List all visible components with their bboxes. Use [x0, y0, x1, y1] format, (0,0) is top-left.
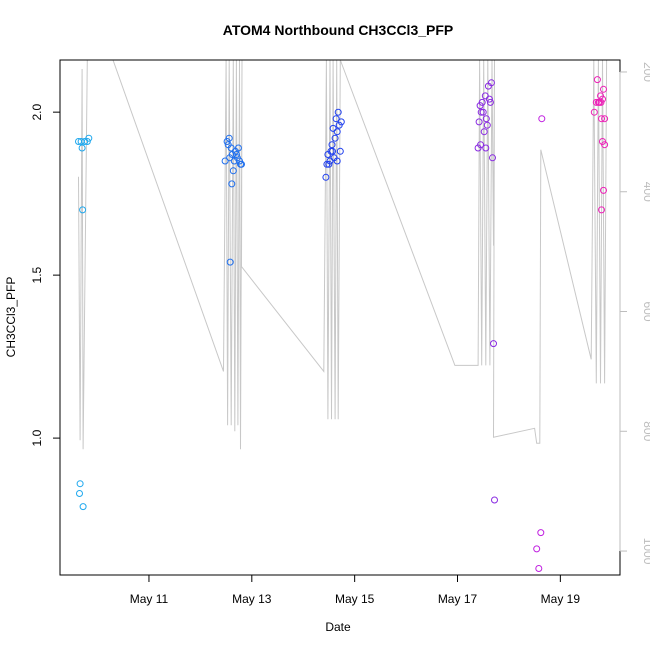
data-point — [85, 134, 93, 142]
y-axis: 1.0 1.5 2.0 — [30, 103, 60, 446]
chart-title: ATOM4 Northbound CH3CCl3_PFP — [223, 22, 454, 38]
data-point — [600, 85, 607, 93]
data-point — [482, 115, 490, 123]
data-point — [477, 108, 485, 116]
data-point — [79, 503, 87, 511]
data-point — [333, 157, 341, 165]
data-point — [593, 76, 601, 84]
data-point — [336, 147, 344, 155]
data-point — [477, 141, 485, 149]
x-tick-label: May 11 — [130, 592, 169, 606]
data-point — [234, 144, 242, 152]
y-tick-label: 2.0 — [30, 103, 44, 120]
data-point — [537, 529, 545, 537]
data-point — [331, 134, 339, 142]
data-point — [538, 115, 546, 123]
data-point — [79, 206, 87, 214]
data-point — [229, 167, 237, 175]
data-point — [535, 565, 543, 572]
data-point — [322, 173, 330, 181]
data-point — [482, 144, 490, 152]
data-point — [475, 118, 483, 126]
data-point — [329, 147, 336, 155]
right-pressure-axis: 200 400 600 800 1000 — [619, 62, 650, 565]
data-point — [490, 340, 497, 348]
y-tick-label: 1.5 — [30, 266, 44, 283]
data-point — [601, 115, 609, 123]
data-point — [238, 160, 245, 168]
data-point — [325, 160, 333, 168]
data-point — [485, 95, 493, 103]
data-point — [590, 108, 598, 116]
data-point — [600, 186, 607, 194]
data-point — [592, 98, 600, 106]
data-point — [599, 95, 606, 103]
x-tick-label: May 15 — [335, 592, 375, 606]
data-point — [598, 206, 605, 214]
x-tick-label: May 19 — [541, 592, 581, 606]
y-axis-label: CH3CCl3_PFP — [4, 277, 18, 358]
data-point — [221, 157, 229, 165]
data-point — [491, 496, 498, 504]
data-point — [479, 108, 487, 116]
data-points-layer — [75, 76, 609, 572]
data-point — [333, 128, 341, 136]
right-tick-label: 1000 — [641, 538, 650, 565]
pressure-trace-line — [78, 59, 608, 450]
data-point — [225, 134, 233, 142]
data-point — [478, 98, 486, 106]
x-axis-label: Date — [325, 620, 351, 634]
data-point — [337, 118, 345, 126]
data-point — [232, 151, 240, 158]
data-point — [480, 128, 488, 136]
data-point — [76, 480, 84, 488]
data-point — [597, 98, 605, 106]
x-tick-label: May 13 — [232, 592, 272, 606]
data-point — [334, 108, 342, 116]
data-point — [601, 141, 609, 149]
data-point — [226, 258, 234, 266]
data-point — [76, 490, 83, 497]
pressure-trace-layer — [78, 59, 608, 450]
right-tick-label: 800 — [641, 421, 650, 441]
data-point — [78, 144, 86, 152]
data-point — [489, 154, 496, 162]
data-point — [328, 141, 336, 149]
data-point — [486, 98, 494, 106]
right-tick-label: 600 — [641, 301, 650, 321]
y-tick-label: 1.0 — [30, 429, 44, 446]
x-tick-label: May 17 — [438, 592, 478, 606]
right-tick-label: 400 — [641, 182, 650, 202]
right-tick-label: 200 — [641, 62, 650, 82]
data-point — [598, 115, 605, 123]
data-point — [227, 144, 235, 152]
data-point — [533, 545, 541, 553]
x-axis: May 11 May 13 May 15 May 17 May 19 — [130, 575, 581, 606]
data-point — [483, 121, 491, 129]
data-point — [228, 180, 236, 188]
data-point — [83, 138, 91, 145]
data-point — [487, 79, 495, 87]
data-point — [332, 115, 340, 123]
